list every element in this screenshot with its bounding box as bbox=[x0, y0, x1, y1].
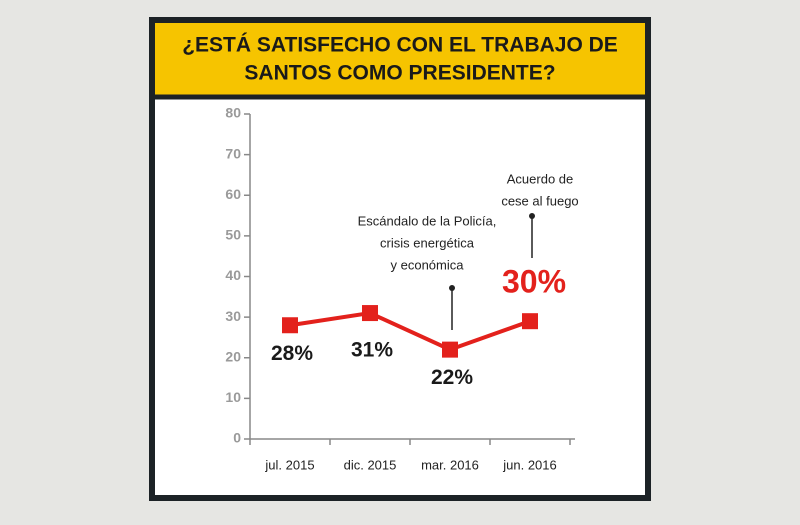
x-tick-label: dic. 2015 bbox=[344, 457, 397, 472]
marker bbox=[362, 305, 378, 322]
x-tick-label: mar. 2016 bbox=[421, 457, 479, 472]
chart-title: ¿ESTÁ SATISFECHO CON EL TRABAJO DE bbox=[182, 34, 618, 57]
x-tick-label: jun. 2016 bbox=[502, 457, 557, 472]
y-tick-label: 30 bbox=[225, 308, 241, 324]
y-tick-label: 0 bbox=[233, 430, 241, 446]
value-label: 28% bbox=[271, 342, 313, 365]
card bbox=[149, 17, 651, 501]
marker bbox=[442, 341, 458, 358]
x-tick-label: jul. 2015 bbox=[264, 457, 314, 472]
chart-title: SANTOS COMO PRESIDENTE? bbox=[244, 62, 555, 85]
value-label: 22% bbox=[431, 366, 473, 389]
annotation: Escándalo de la Policía, bbox=[358, 213, 497, 228]
value-label: 31% bbox=[351, 339, 393, 362]
annotation: cese al fuego bbox=[501, 193, 578, 208]
y-tick-label: 50 bbox=[225, 227, 241, 243]
y-tick-label: 60 bbox=[225, 186, 241, 202]
data-line bbox=[289, 310, 531, 352]
y-tick-label: 70 bbox=[225, 145, 241, 161]
y-tick-label: 10 bbox=[225, 389, 241, 405]
marker bbox=[522, 313, 538, 330]
y-tick-label: 20 bbox=[225, 348, 241, 364]
y-tick-label: 80 bbox=[225, 105, 241, 121]
value-label: 30% bbox=[502, 264, 566, 300]
y-tick-label: 40 bbox=[225, 267, 241, 283]
annotation: Acuerdo de bbox=[507, 171, 574, 186]
annotation: crisis energética bbox=[380, 235, 475, 250]
marker bbox=[282, 317, 298, 334]
annotation: y económica bbox=[391, 257, 465, 272]
header bbox=[155, 23, 645, 96]
